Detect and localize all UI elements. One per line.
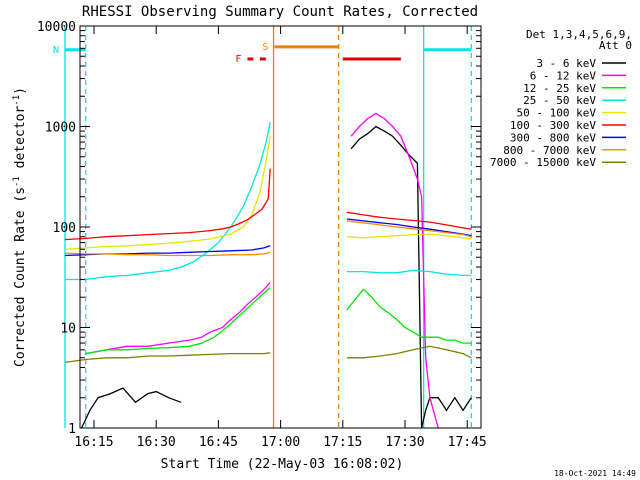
series-line-3-1 xyxy=(346,269,472,277)
series-layer xyxy=(64,112,472,429)
y-axis-label-part: detector xyxy=(13,106,28,177)
y-axis-label-part: Corrected Count Rate (s xyxy=(13,187,28,367)
series-line-0-1 xyxy=(350,125,472,429)
y-axis-label-part: ) xyxy=(13,87,28,95)
series-0 xyxy=(81,125,472,429)
series-line-8-1 xyxy=(346,345,472,359)
x-tick-label-5: 17:30 xyxy=(385,435,424,450)
series-1 xyxy=(85,112,439,429)
series-line-7-1 xyxy=(346,220,472,238)
legend-label-1: 6 - 12 keV xyxy=(530,69,597,82)
x-tick-label-3: 17:00 xyxy=(261,435,300,450)
y-tick-label-4: 10000 xyxy=(37,20,76,35)
x-axis-label: Start Time (22-May-03 16:08:02) xyxy=(161,457,404,472)
series-line-2-0 xyxy=(85,287,271,355)
flag-label-3: S xyxy=(262,42,268,53)
series-2 xyxy=(85,287,472,355)
series-line-1-1 xyxy=(350,112,439,429)
series-line-8-0 xyxy=(64,352,271,364)
legend-label-0: 3 - 6 keV xyxy=(536,57,596,70)
series-line-5-0 xyxy=(64,168,271,241)
axis-tick-layer: 16:15 16:30 16:45 17:00 17:15 17:30 17:45 1 10 10… xyxy=(37,20,487,450)
x-tick-label-6: 17:45 xyxy=(448,435,487,450)
flag-label-1: F xyxy=(235,54,241,65)
legend-label-5: 100 - 300 keV xyxy=(510,119,596,132)
y-axis-label-part: -1 xyxy=(12,95,22,106)
vertical-marker-layer xyxy=(64,26,472,428)
series-line-4-0 xyxy=(64,136,271,250)
chart-title: RHESSI Observing Summary Count Rates, Co… xyxy=(82,4,478,20)
series-line-4-1 xyxy=(346,233,472,240)
x-tick-label-1: 16:30 xyxy=(137,435,176,450)
series-line-1-0 xyxy=(85,282,271,355)
legend-label-4: 50 - 100 keV xyxy=(517,107,597,120)
series-line-2-1 xyxy=(346,288,472,344)
y-axis-label: Corrected Count Rate (s-1 detector-1) xyxy=(12,87,28,367)
legend-label-2: 12 - 25 keV xyxy=(523,82,596,95)
y-tick-label-0: 1 xyxy=(68,422,76,437)
series-line-5-1 xyxy=(346,211,472,230)
series-7 xyxy=(64,220,472,257)
series-5 xyxy=(64,168,472,241)
series-8 xyxy=(64,345,472,364)
y-tick-label-1: 10 xyxy=(60,322,76,337)
y-tick-label-3: 1000 xyxy=(45,121,76,136)
series-line-3-0 xyxy=(65,122,271,281)
series-3 xyxy=(65,122,472,281)
series-line-0-0 xyxy=(81,387,182,429)
series-line-7-0 xyxy=(64,251,271,257)
x-tick-label-4: 17:15 xyxy=(323,435,362,450)
legend-label-6: 300 - 800 keV xyxy=(510,131,596,144)
series-line-6-1 xyxy=(346,218,472,237)
footer-timestamp: 18-Oct-2021 14:49 xyxy=(554,469,636,478)
flag-layer: N F S xyxy=(53,42,472,65)
y-tick-label-2: 100 xyxy=(53,221,76,236)
legend-header-line-1: Att 0 xyxy=(599,39,632,52)
flag-label-0: N xyxy=(53,45,59,56)
series-4 xyxy=(64,136,472,250)
y-axis-label-part: -1 xyxy=(12,176,22,187)
legend-header-line-0: Det 1,3,4,5,6,9, xyxy=(526,28,632,41)
legend-label-3: 25 - 50 keV xyxy=(523,94,596,107)
legend-label-8: 7000 - 15000 keV xyxy=(490,156,596,169)
legend-label-7: 800 - 7000 keV xyxy=(503,144,596,157)
x-tick-label-2: 16:45 xyxy=(199,435,238,450)
x-tick-label-0: 16:15 xyxy=(74,435,113,450)
